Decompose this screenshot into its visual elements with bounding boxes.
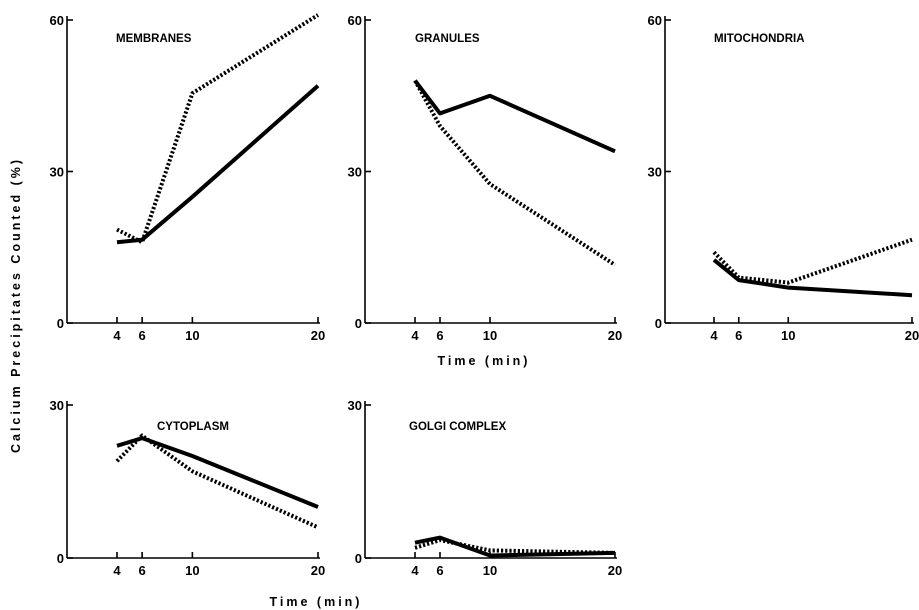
x-tick-label-granules-4: 4	[411, 328, 419, 343]
panel-title-membranes: MEMBRANES	[116, 33, 192, 45]
series-line-solid-mitochondria	[712, 258, 913, 298]
x-tick-label-cytoplasm-10: 10	[185, 563, 199, 578]
y-tick-label-golgi-complex-0: 0	[355, 551, 362, 566]
x-tick-label-membranes-6: 6	[139, 328, 146, 343]
x-tick-label-membranes-4: 4	[113, 328, 121, 343]
series-line-dashed-golgi-complex	[414, 538, 616, 555]
x-tick-label-golgi-complex-4: 4	[411, 563, 419, 578]
x-tick-label-cytoplasm-6: 6	[139, 563, 146, 578]
x-tick-label-mitochondria-20: 20	[905, 328, 919, 343]
y-axis-title: Calcium Precipitates Counted (%)	[9, 157, 23, 453]
panel-cytoplasm: 0 30 4 6 10 20 CYTOPLASM	[50, 398, 326, 578]
panel-mitochondria: 0 30 60 4 6 10 20 MITOCHONDRIA	[648, 13, 919, 343]
x-tick-label-granules-20: 20	[608, 328, 622, 343]
y-tick-label-mitochondria-60: 60	[648, 13, 662, 28]
x-tick-label-cytoplasm-20: 20	[311, 563, 325, 578]
x-tick-label-golgi-complex-10: 10	[483, 563, 497, 578]
x-tick-label-golgi-complex-6: 6	[436, 563, 443, 578]
y-tick-label-mitochondria-0: 0	[655, 316, 662, 331]
panel-title-mitochondria: MITOCHONDRIA	[714, 33, 805, 45]
series-line-solid-cytoplasm	[116, 436, 319, 509]
series-line-dashed-granules	[413, 79, 617, 267]
panel-title-granules: GRANULES	[415, 33, 480, 45]
series-line-dashed-cytoplasm	[115, 433, 319, 530]
panel-membranes: 0 30 60 4 6 10 20 MEMBRANES	[50, 13, 326, 343]
panel-title-cytoplasm: CYTOPLASM	[157, 421, 229, 433]
y-tick-label-membranes-30: 30	[50, 165, 64, 180]
panel-granules: 0 30 60 4 6 10 20 GRANULES	[348, 13, 623, 343]
x-axis-title-top: Time (min)	[438, 354, 531, 368]
panel-title-golgi-complex: GOLGI COMPLEX	[409, 421, 506, 433]
x-tick-label-golgi-complex-20: 20	[608, 563, 622, 578]
series-line-solid-membranes	[116, 84, 320, 245]
x-tick-label-mitochondria-4: 4	[710, 328, 718, 343]
y-tick-label-granules-30: 30	[348, 165, 362, 180]
y-tick-label-granules-0: 0	[355, 316, 362, 331]
x-axis-title-bottom: Time (min)	[270, 595, 363, 609]
x-tick-label-granules-6: 6	[436, 328, 443, 343]
series-line-dashed-mitochondria	[712, 237, 913, 285]
x-tick-label-granules-10: 10	[483, 328, 497, 343]
panel-golgi-complex: 0 30 4 6 10 20 GOLGI COMPLEX	[348, 398, 623, 578]
x-tick-label-mitochondria-10: 10	[781, 328, 795, 343]
series-line-solid-granules	[413, 79, 616, 154]
series-line-dashed-membranes	[116, 13, 320, 245]
y-tick-label-membranes-60: 60	[50, 13, 64, 28]
x-tick-label-mitochondria-6: 6	[735, 328, 742, 343]
x-tick-label-membranes-10: 10	[185, 328, 199, 343]
x-tick-label-membranes-20: 20	[311, 328, 325, 343]
y-tick-label-golgi-complex-30: 30	[348, 398, 362, 413]
y-tick-label-cytoplasm-0: 0	[57, 551, 64, 566]
x-tick-label-cytoplasm-4: 4	[113, 563, 121, 578]
y-tick-label-cytoplasm-30: 30	[50, 398, 64, 413]
y-tick-label-granules-60: 60	[348, 13, 362, 28]
y-tick-label-mitochondria-30: 30	[648, 165, 662, 180]
y-tick-label-membranes-0: 0	[57, 316, 64, 331]
